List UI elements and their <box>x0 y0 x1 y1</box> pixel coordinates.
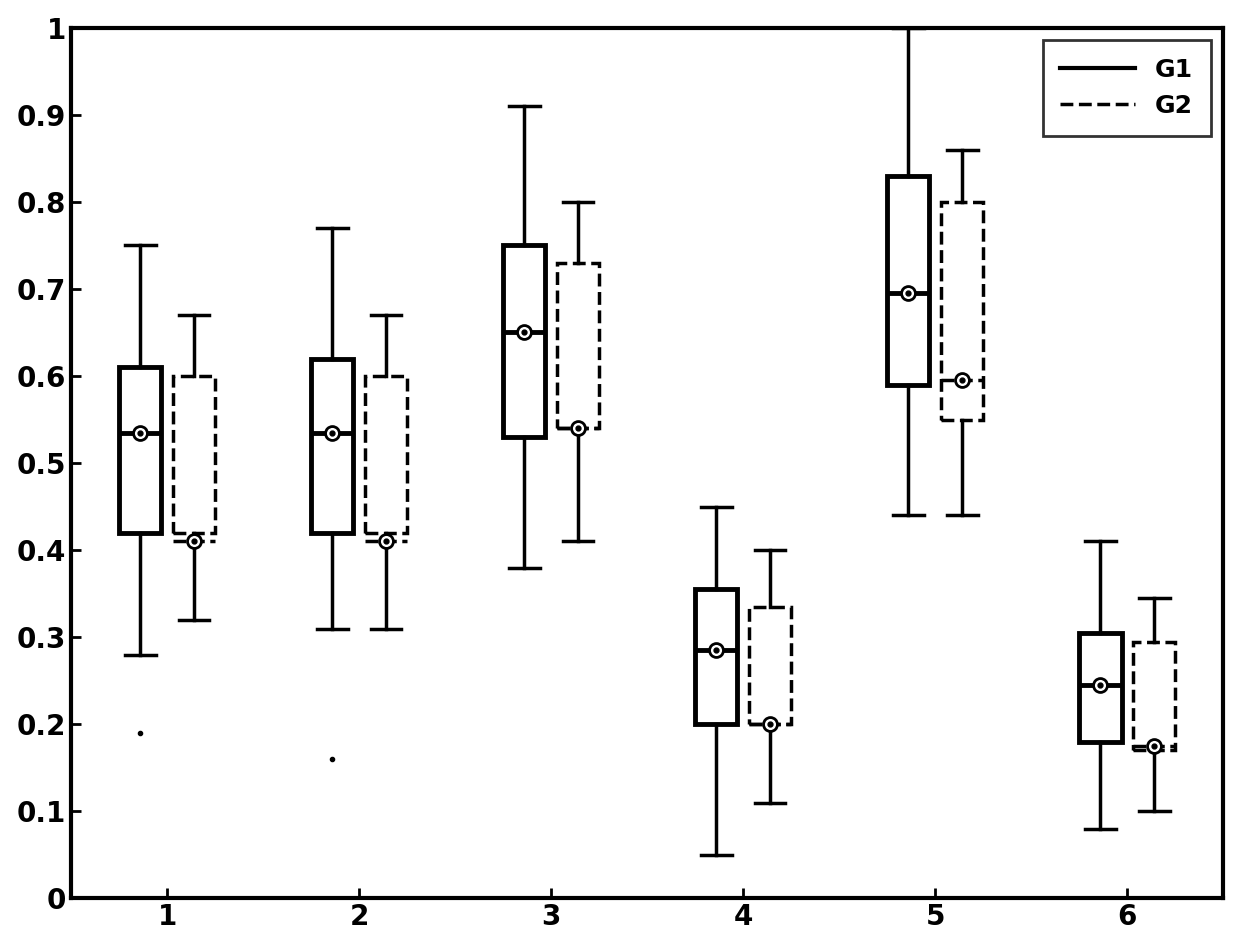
Bar <box>365 376 407 533</box>
Bar <box>557 263 599 428</box>
Bar <box>696 590 738 724</box>
Bar <box>119 367 161 533</box>
Bar <box>941 202 983 420</box>
Bar <box>172 376 215 533</box>
Bar <box>749 607 791 724</box>
Bar <box>1079 633 1121 741</box>
Legend: G1, G2: G1, G2 <box>1043 40 1210 136</box>
Bar <box>311 358 353 533</box>
Bar <box>1133 642 1176 751</box>
Bar <box>503 246 546 437</box>
Bar <box>888 175 930 385</box>
